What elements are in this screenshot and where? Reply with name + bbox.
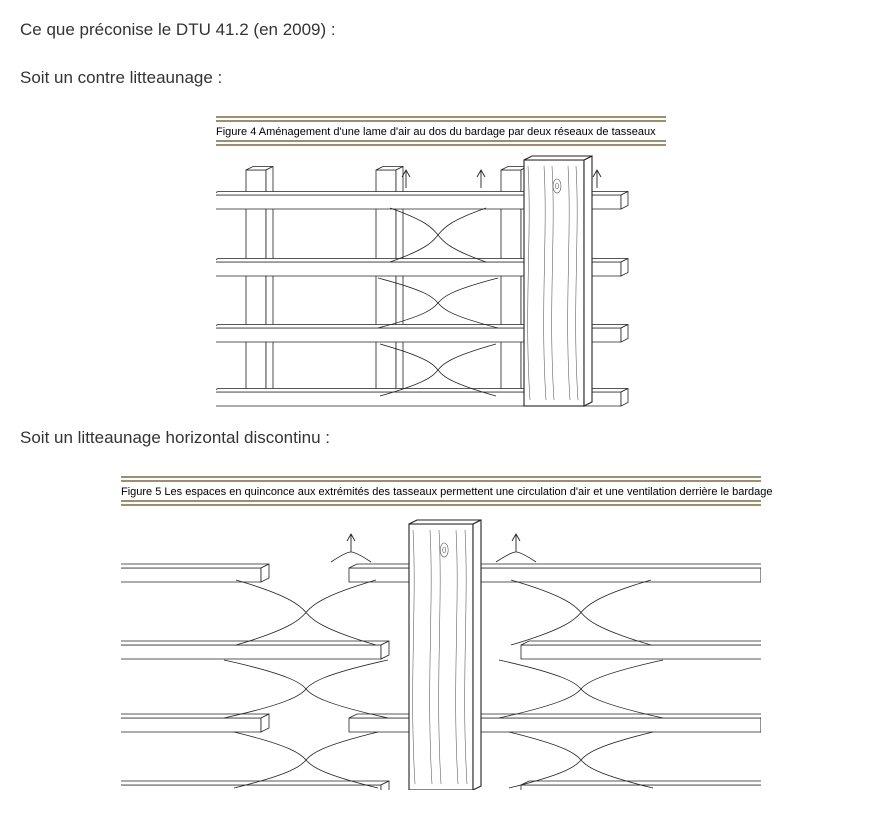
figure-4-svg [216,150,666,410]
figure-5-caption: Figure 5 Les espaces en quinconce aux ex… [121,486,761,498]
intro-line-2: Soit un contre litteaunage : [20,68,862,88]
figure-4-top-rule [216,116,666,122]
figure-4: Figure 4 Aménagement d'une lame d'air au… [216,116,666,410]
figure-4-caption: Figure 4 Aménagement d'une lame d'air au… [216,126,666,138]
figure-5-svg [121,510,761,790]
figure-5: Figure 5 Les espaces en quinconce aux ex… [121,476,761,790]
figure-4-bottom-rule [216,140,666,146]
intro-line-1: Ce que préconise le DTU 41.2 (en 2009) : [20,20,862,40]
intro-line-3: Soit un litteaunage horizontal discontin… [20,428,862,448]
figure-5-top-rule [121,476,761,482]
figure-5-bottom-rule [121,500,761,506]
